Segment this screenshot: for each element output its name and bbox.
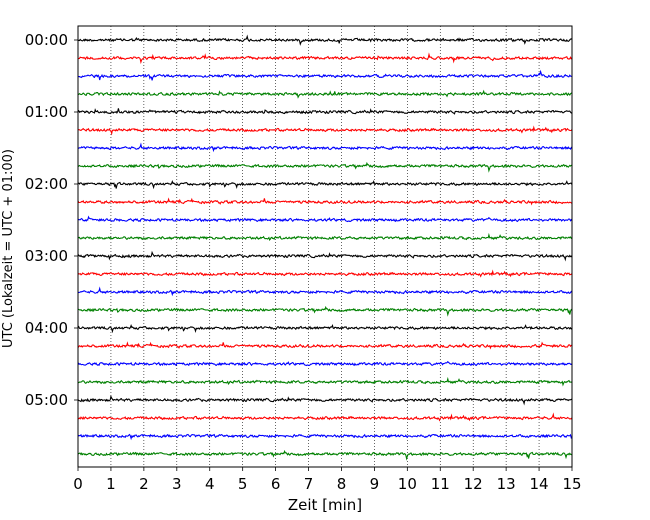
- y-tick-label: 01:00: [25, 103, 68, 121]
- x-axis: 0 1 2 3 4 5 6 7 8 9 10 11 12 13 14 15: [73, 467, 582, 493]
- trace-line: [78, 376, 573, 387]
- trace-line: [77, 179, 573, 190]
- trace-line: [77, 197, 573, 206]
- x-tick-label: 14: [530, 475, 549, 493]
- trace-line: [77, 412, 573, 422]
- trace-line: [77, 341, 573, 350]
- x-tick-label: 10: [398, 475, 417, 493]
- trace-line: [77, 89, 573, 99]
- y-tick-label: 03:00: [25, 247, 68, 265]
- trace-line: [77, 449, 573, 461]
- trace-line: [77, 360, 573, 367]
- trace-line: [77, 142, 573, 153]
- x-tick-label: 0: [73, 475, 83, 493]
- trace-line: [77, 286, 573, 297]
- trace-line: [77, 69, 572, 81]
- y-tick-label: 00:00: [25, 31, 68, 49]
- x-tick-label: 4: [205, 475, 215, 493]
- y-tick-label: 05:00: [25, 391, 68, 409]
- x-axis-label: Zeit [min]: [288, 496, 362, 514]
- trace-line: [77, 232, 573, 241]
- trace-line: [77, 108, 573, 115]
- x-tick-label: 2: [139, 475, 149, 493]
- trace-line: [77, 161, 573, 173]
- plot-frame: [77, 25, 573, 468]
- y-tick-label: 04:00: [25, 319, 68, 337]
- trace-line: [77, 52, 573, 65]
- trace-line: [77, 250, 573, 262]
- y-axis-label: UTC (Lokalzeit = UTC + 01:00): [1, 149, 16, 348]
- x-tick-label: 7: [304, 475, 314, 493]
- y-tick-label: 02:00: [25, 175, 68, 193]
- trace-line: [77, 305, 573, 317]
- trace-line: [77, 269, 573, 278]
- x-tick-label: 1: [106, 475, 116, 493]
- trace-line: [77, 323, 573, 334]
- x-tick-label: 15: [562, 475, 581, 493]
- y-axis: 00:00 01:00 02:00 03:00 04:00 05:00: [25, 31, 78, 409]
- trace-line: [77, 215, 573, 223]
- x-tick-label: 11: [431, 475, 450, 493]
- trace-line: [77, 125, 573, 136]
- x-tick-label: 9: [370, 475, 380, 493]
- trace-line: [77, 433, 573, 441]
- x-tick-label: 8: [337, 475, 347, 493]
- trace-line: [77, 34, 573, 46]
- x-tick-label: 5: [238, 475, 248, 493]
- x-tick-label: 12: [464, 475, 483, 493]
- x-tick-label: 3: [172, 475, 182, 493]
- x-tick-label: 13: [497, 475, 516, 493]
- x-tick-label: 6: [271, 475, 281, 493]
- trace-line: [77, 394, 573, 406]
- traces-layer: [77, 34, 573, 461]
